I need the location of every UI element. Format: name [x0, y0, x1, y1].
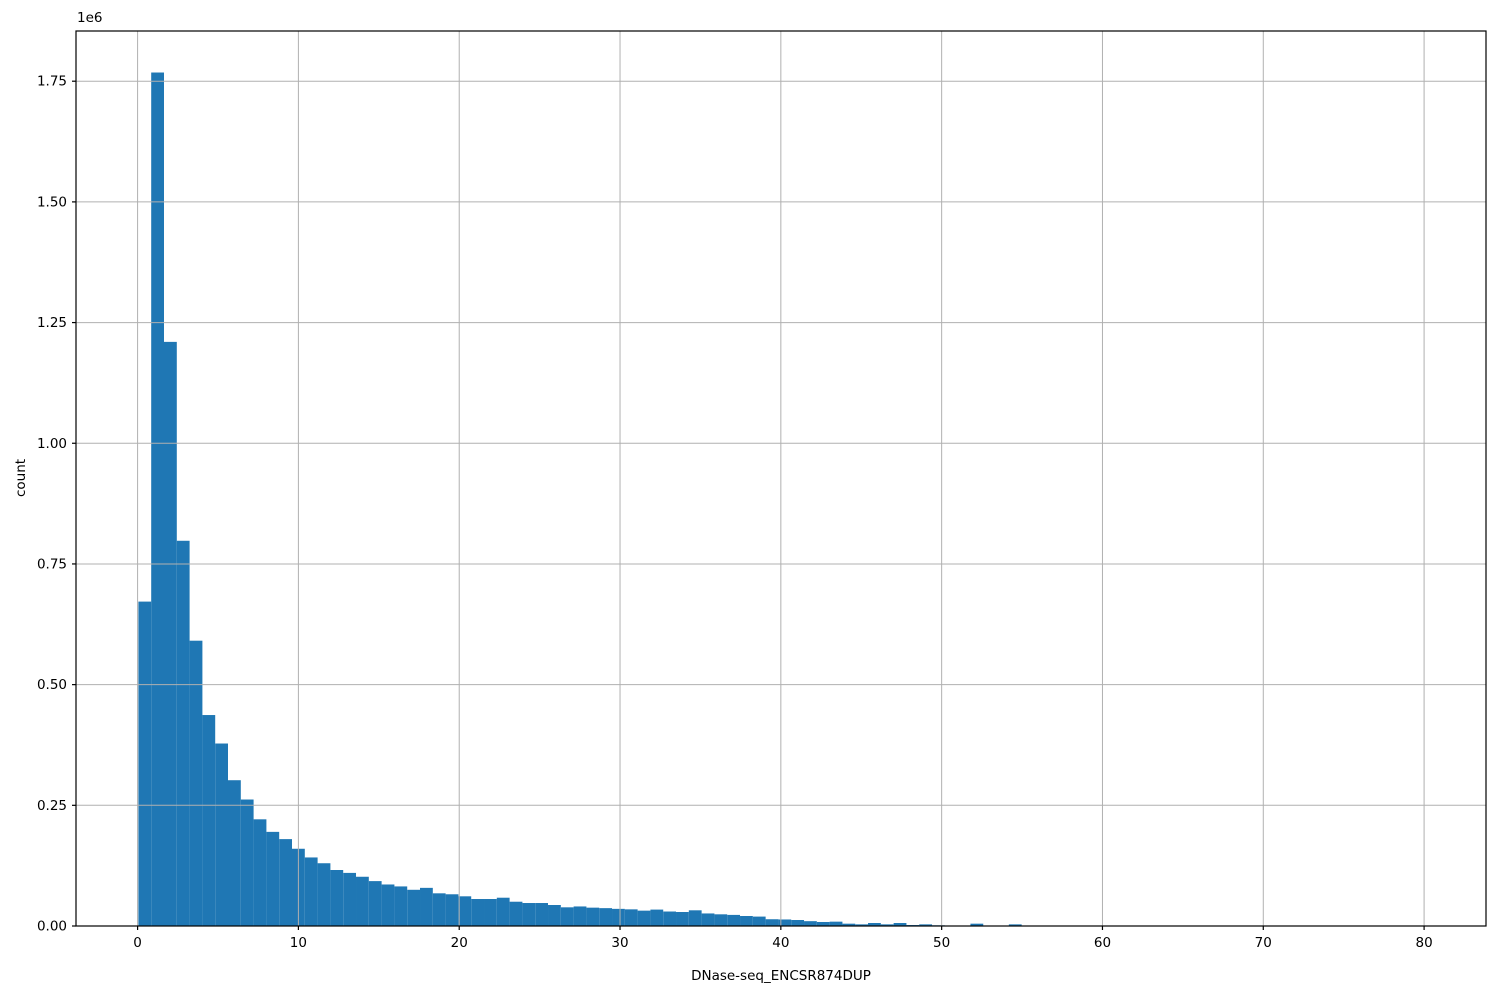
histogram-bar: [727, 914, 741, 926]
histogram-bar: [304, 857, 318, 926]
histogram-bar: [215, 743, 228, 926]
x-tick-label: 30: [611, 935, 628, 951]
histogram-bar: [599, 908, 613, 926]
histogram-bar: [407, 889, 421, 926]
histogram-bar: [714, 914, 728, 926]
histogram-bar: [394, 886, 408, 926]
histogram-bar: [816, 921, 830, 926]
y-tick-label: 0.25: [37, 798, 67, 814]
histogram-bar: [1008, 924, 1022, 926]
histogram-bar: [432, 893, 446, 926]
histogram-bar: [330, 870, 344, 926]
histogram-bar: [151, 72, 164, 926]
histogram-bar: [804, 921, 817, 926]
histogram-bar: [343, 872, 357, 926]
histogram-bar: [253, 819, 267, 926]
histogram-bar: [740, 916, 753, 926]
y-tick-label: 0.50: [37, 677, 67, 693]
x-axis-label: DNase-seq_ENCSR874DUP: [691, 968, 871, 984]
histogram-bar: [919, 924, 933, 926]
x-tick-label: 10: [290, 935, 307, 951]
histogram-bar: [138, 601, 152, 926]
histogram-bar: [445, 894, 459, 926]
x-tick-label: 80: [1415, 935, 1432, 951]
histogram-bar: [560, 907, 574, 926]
histogram-bar: [842, 923, 856, 926]
y-axis-label: count: [13, 458, 29, 498]
y-tick-label: 0.75: [37, 556, 67, 572]
histogram-bar: [368, 881, 382, 926]
histogram-bar: [522, 903, 536, 926]
histogram-bar: [240, 799, 254, 926]
histogram-bar: [612, 908, 625, 926]
histogram-bar: [765, 919, 779, 926]
histogram-bar: [189, 640, 203, 926]
histogram-bar: [970, 923, 984, 926]
histogram-bar: [893, 923, 907, 926]
histogram-bar: [381, 884, 395, 926]
histogram-bar: [663, 911, 677, 926]
y-tick-label: 1.00: [37, 436, 67, 452]
y-tick-label: 1.50: [37, 194, 67, 210]
histogram-bar: [573, 906, 587, 926]
histogram-bar: [637, 910, 651, 926]
histogram-bar: [880, 924, 894, 926]
histogram-bar: [855, 924, 869, 926]
histogram-bar: [791, 920, 805, 926]
histogram-bar: [496, 897, 510, 926]
histogram-bar: [458, 896, 472, 926]
histogram-bar: [164, 341, 177, 926]
histogram-bar: [356, 876, 369, 926]
histogram-bar: [509, 901, 523, 926]
histogram-bar: [266, 831, 280, 926]
histogram-bar: [688, 910, 702, 926]
histogram-bar: [676, 912, 689, 926]
histogram-bar: [829, 921, 843, 926]
x-tick-label: 20: [451, 935, 468, 951]
histogram-bar: [228, 780, 241, 926]
histogram-bar: [535, 903, 549, 926]
x-tick-label: 40: [772, 935, 789, 951]
histogram-bar: [752, 916, 766, 926]
histogram-bar: [484, 899, 497, 926]
y-tick-label: 1.75: [37, 74, 67, 90]
histogram-bar: [420, 887, 433, 926]
histogram-bar: [868, 923, 881, 926]
histogram-bar: [548, 905, 561, 926]
x-tick-label: 60: [1094, 935, 1111, 951]
y-tick-label: 1.25: [37, 315, 67, 331]
histogram-bar: [624, 909, 638, 926]
y-tick-label: 0.00: [37, 919, 67, 935]
histogram-bar: [317, 863, 331, 926]
histogram-bar: [176, 540, 190, 926]
histogram-bar: [701, 913, 715, 926]
histogram-bar: [778, 919, 792, 926]
y-axis-offset-label: 1e6: [77, 10, 103, 26]
x-tick-label: 70: [1255, 935, 1272, 951]
histogram-bar: [471, 899, 485, 926]
x-tick-label: 50: [933, 935, 950, 951]
x-tick-label: 0: [133, 935, 142, 951]
histogram-bar: [586, 907, 600, 926]
histogram-bar: [279, 839, 292, 926]
histogram-bar: [202, 715, 216, 926]
histogram-bar: [650, 909, 664, 926]
